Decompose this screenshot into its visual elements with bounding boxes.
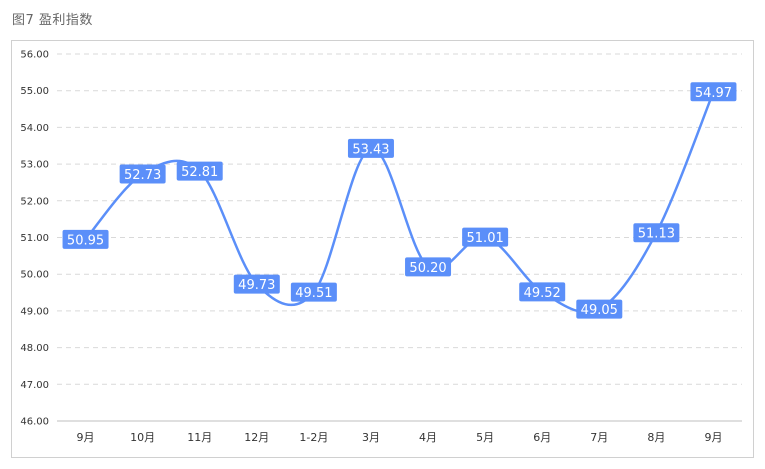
y-tick-label: 52.00 — [20, 196, 49, 207]
figure-title: 图7 盈利指数 — [12, 13, 93, 28]
data-label: 54.97 — [695, 86, 732, 101]
data-label-box — [233, 274, 280, 294]
data-label-box — [690, 82, 737, 102]
data-label-box — [519, 282, 566, 302]
data-label-box — [62, 229, 109, 249]
y-tick-label: 56.00 — [20, 50, 49, 61]
data-label: 49.73 — [238, 278, 275, 293]
y-tick-label: 51.00 — [20, 233, 49, 244]
data-label: 50.95 — [67, 233, 104, 248]
x-tick-label: 11月 — [187, 431, 212, 444]
data-label: 52.81 — [181, 165, 218, 180]
data-label: 53.43 — [352, 142, 389, 157]
data-label-box — [462, 227, 509, 247]
data-label: 50.20 — [409, 261, 446, 276]
data-label-box — [347, 138, 394, 158]
x-tick-label: 5月 — [476, 431, 494, 444]
x-tick-label: 9月 — [704, 431, 722, 444]
x-tick-label: 8月 — [647, 431, 665, 444]
data-label: 49.05 — [581, 303, 618, 318]
y-tick-label: 50.00 — [20, 270, 49, 281]
y-tick-label: 53.00 — [20, 160, 49, 171]
x-tick-label: 6月 — [533, 431, 551, 444]
x-tick-label: 1-2月 — [299, 431, 328, 444]
data-label-box — [290, 282, 337, 302]
data-label-box — [405, 257, 452, 277]
data-label: 52.73 — [124, 168, 161, 183]
data-label-box — [176, 161, 223, 181]
y-tick-label: 49.00 — [20, 306, 49, 317]
y-tick-label: 54.00 — [20, 123, 49, 134]
data-label: 49.51 — [295, 286, 332, 301]
x-tick-label: 3月 — [362, 431, 380, 444]
x-tick-label: 4月 — [419, 431, 437, 444]
data-label-box — [119, 164, 166, 184]
x-tick-label: 12月 — [244, 431, 269, 444]
data-label: 51.13 — [638, 227, 675, 242]
x-tick-label: 10月 — [130, 431, 155, 444]
data-label-box — [633, 223, 680, 243]
data-label-box — [576, 299, 623, 319]
x-tick-label: 7月 — [590, 431, 608, 444]
chart-frame — [11, 40, 754, 458]
data-label: 49.52 — [524, 286, 561, 301]
y-tick-label: 48.00 — [20, 343, 49, 354]
y-tick-label: 46.00 — [20, 417, 49, 428]
series-line — [84, 91, 715, 314]
x-tick-label: 9月 — [77, 431, 95, 444]
y-tick-label: 47.00 — [20, 380, 49, 391]
y-tick-label: 55.00 — [20, 86, 49, 97]
data-label: 51.01 — [467, 231, 504, 246]
